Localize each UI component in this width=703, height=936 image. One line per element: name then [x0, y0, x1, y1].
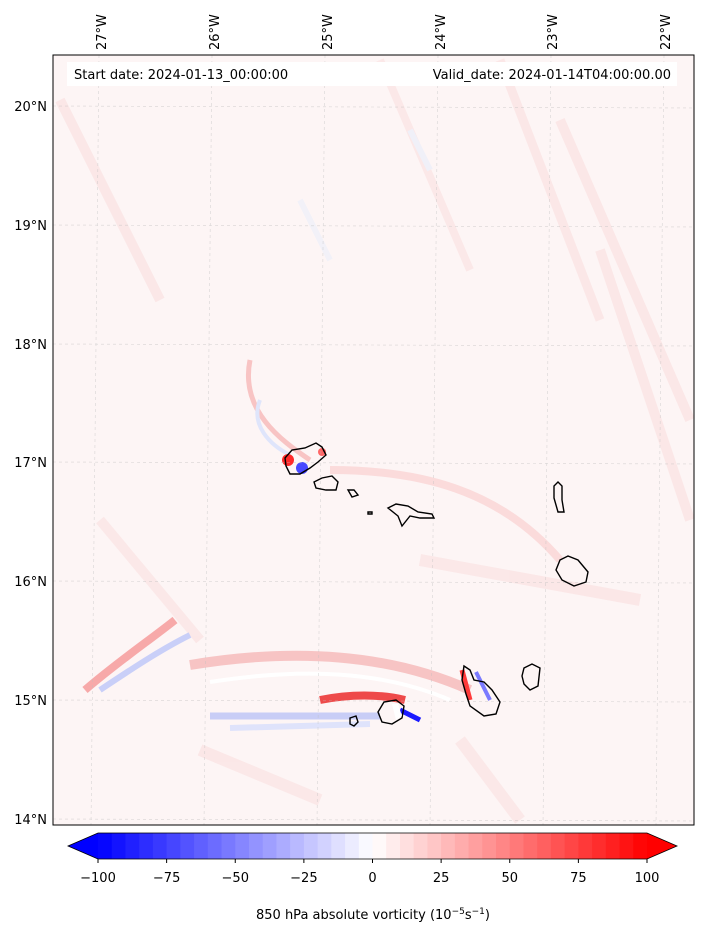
colorbar-tick-label: −50 — [222, 871, 249, 886]
colorbar-segment — [194, 833, 209, 859]
colorbar-segment — [111, 833, 126, 859]
lat-label: 17°N — [14, 456, 47, 471]
island-santo-antao — [284, 442, 327, 475]
colorbar-segment — [386, 833, 401, 859]
colorbar-tick-label: −25 — [290, 871, 317, 886]
colorbar-extend-low — [68, 833, 98, 859]
colorbar-tick-label: −75 — [153, 871, 180, 886]
lat-label: 16°N — [14, 575, 47, 590]
colorbar-segment — [235, 833, 250, 859]
colorbar-segment — [592, 833, 607, 859]
colorbar-segment — [262, 833, 277, 859]
colorbar-segment — [454, 833, 470, 859]
colorbar-tick-label: 0 — [368, 871, 376, 886]
colorbar-tick-label: 100 — [635, 871, 660, 886]
colorbar-segment — [441, 833, 456, 859]
colorbar-segment — [550, 833, 566, 859]
island-brava — [349, 715, 359, 727]
island-fogo — [377, 699, 405, 725]
colorbar-segment — [152, 833, 168, 859]
colorbar-segment — [276, 833, 291, 859]
colorbar-segment — [248, 833, 264, 859]
latitude-labels: 20°N 19°N 18°N 17°N 16°N 15°N 14°N — [14, 100, 47, 828]
colorbar-segments — [98, 833, 648, 859]
island-branco — [367, 511, 373, 515]
colorbar-segment — [166, 833, 181, 859]
island-boa-vista — [555, 555, 589, 587]
lat-label: 15°N — [14, 694, 47, 709]
vorticity-field — [55, 58, 694, 824]
colorbar-segment — [331, 833, 346, 859]
island-maio — [521, 663, 541, 691]
island-sao-nicolau — [386, 503, 436, 528]
colorbar-segment — [427, 833, 442, 859]
header-box — [67, 62, 677, 86]
map-background — [53, 55, 694, 825]
lon-label: 27°W — [95, 14, 110, 50]
lon-label: 24°W — [434, 14, 449, 50]
colorbar-extend-high — [647, 833, 677, 859]
gridlines — [53, 55, 694, 825]
valid-date-label: Valid_date: 2024-01-14T04:00:00.00 — [433, 68, 671, 83]
colorbar-segment — [509, 833, 524, 859]
island-santa-luzia — [346, 489, 360, 498]
colorbar-segment — [605, 833, 621, 859]
island-sao-vicente — [313, 475, 339, 491]
lon-label: 23°W — [546, 14, 561, 50]
colorbar-ticks: −100 −75 −50 −25 0 25 50 75 100 — [80, 859, 659, 886]
colorbar-tick-label: 25 — [433, 871, 450, 886]
colorbar-segment — [372, 833, 387, 859]
colorbar-segment — [303, 833, 319, 859]
map-panel: Start date: 2024-01-13_00:00:00 Valid_da… — [14, 14, 695, 828]
colorbar: −100 −75 −50 −25 0 25 50 75 100 850 hPa absolute… — [66, 832, 679, 923]
colorbar-segment — [317, 833, 332, 859]
lon-label: 25°W — [321, 14, 336, 50]
colorbar-segment — [468, 833, 483, 859]
colorbar-segment — [139, 833, 154, 859]
start-date-label: Start date: 2024-01-13_00:00:00 — [74, 68, 288, 83]
lon-label: 22°W — [659, 14, 674, 50]
colorbar-segment — [496, 833, 511, 859]
island-sal — [553, 481, 565, 513]
colorbar-segment — [358, 833, 373, 859]
island-santiago — [461, 664, 501, 717]
colorbar-segment — [523, 833, 538, 859]
colorbar-segment — [221, 833, 236, 859]
colorbar-segment — [180, 833, 195, 859]
colorbar-tick-label: 50 — [501, 871, 518, 886]
colorbar-segment — [290, 833, 305, 859]
colorbar-tick-label: 75 — [570, 871, 587, 886]
background-streaks — [55, 58, 694, 824]
coastlines — [284, 442, 589, 727]
longitude-labels: 27°W 26°W 25°W 24°W 23°W 22°W — [95, 14, 674, 50]
colorbar-tick-label: −100 — [80, 871, 116, 886]
map-border — [52, 54, 695, 826]
colorbar-segment — [482, 833, 497, 859]
colorbar-segment — [537, 833, 552, 859]
colorbar-segment — [98, 833, 113, 859]
lon-label: 26°W — [208, 14, 223, 50]
colorbar-segment — [633, 833, 648, 859]
colorbar-label: 850 hPa absolute vorticity (10−5s−1) — [256, 907, 490, 923]
lat-label: 18°N — [14, 338, 47, 353]
colorbar-segment — [619, 833, 634, 859]
colorbar-segment — [564, 833, 579, 859]
colorbar-segment — [125, 833, 140, 859]
colorbar-segment — [578, 833, 593, 859]
lat-label: 14°N — [14, 813, 47, 828]
lat-label: 20°N — [14, 100, 47, 115]
colorbar-segment — [413, 833, 428, 859]
colorbar-segment — [399, 833, 415, 859]
colorbar-segment — [207, 833, 223, 859]
colorbar-segment — [345, 833, 360, 859]
lat-label: 19°N — [14, 219, 47, 234]
